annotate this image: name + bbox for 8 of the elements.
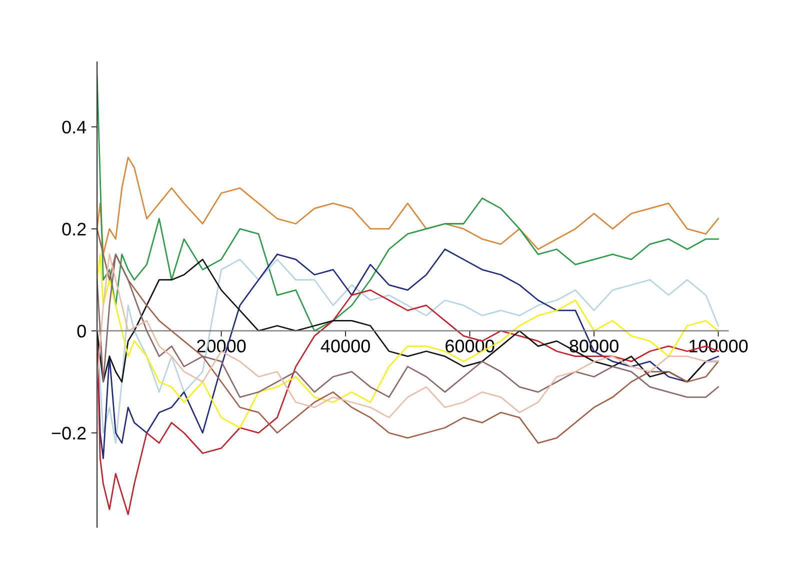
x-tick-label: 40000 <box>320 340 370 352</box>
x-tick-label: 100000 <box>690 340 748 352</box>
line-series <box>97 75 719 332</box>
y-tick-label: 0.4 <box>62 120 86 134</box>
y-tick-label: 0.2 <box>62 222 86 236</box>
line-series <box>97 156 719 256</box>
y-tick-label: 0 <box>77 324 86 338</box>
y-tick-label: −0.2 <box>52 426 86 440</box>
